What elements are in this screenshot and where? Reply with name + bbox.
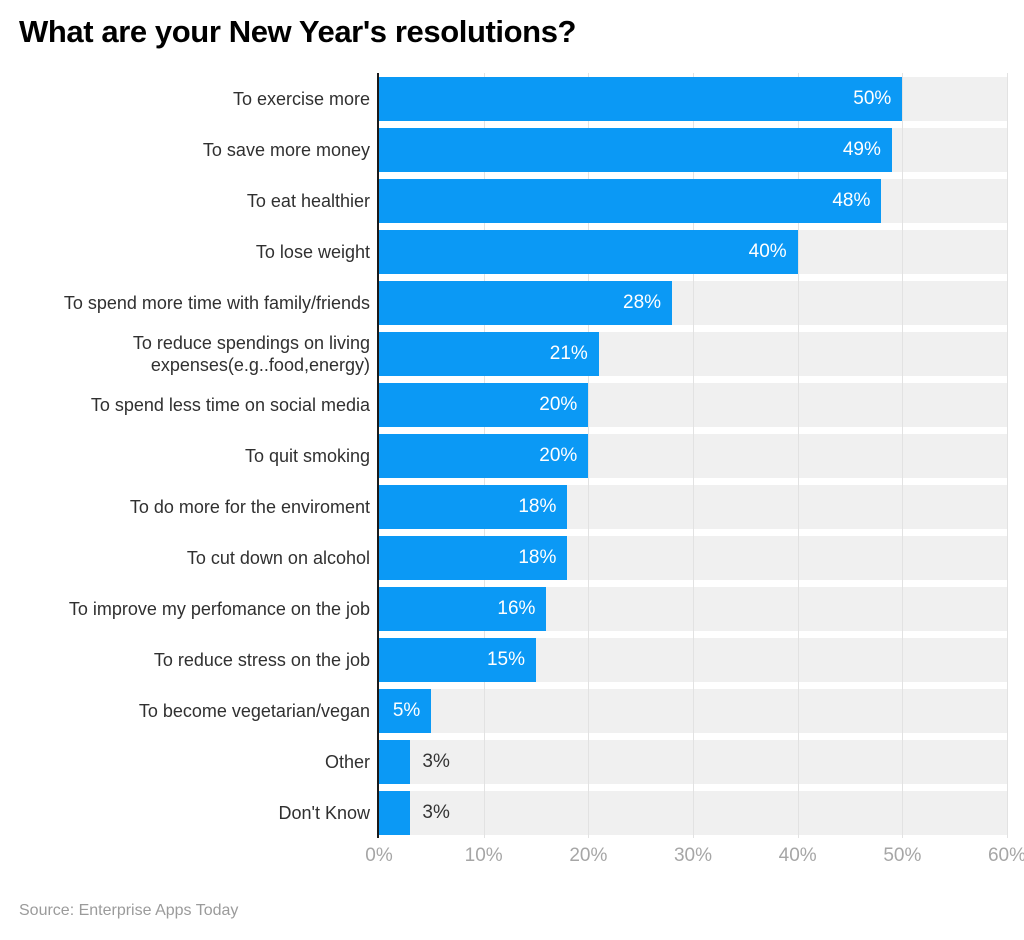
- value-label: 50%: [853, 88, 892, 109]
- x-tick-label: 50%: [883, 845, 922, 866]
- category-label: Don't Know: [278, 802, 371, 823]
- gridline: [797, 73, 799, 838]
- plot-area: To exercise more 50% To save more money 49%…: [64, 73, 1008, 838]
- bar: 20%: [379, 383, 589, 427]
- chart-row: To save more money 49%: [203, 124, 1007, 175]
- bar: 40%: [379, 230, 798, 274]
- category-label: To reduce stress on the job: [153, 649, 370, 670]
- value-label: 20%: [539, 445, 578, 466]
- category-label: To cut down on alcohol: [186, 547, 370, 568]
- value-label: 21%: [549, 343, 588, 364]
- category-label: To become vegetarian/vegan: [138, 700, 370, 721]
- x-tick-label: 60%: [987, 845, 1024, 866]
- gridline: [693, 73, 694, 838]
- bar: 15%: [379, 638, 536, 682]
- bar: 18%: [379, 485, 568, 529]
- value-label: 3%: [422, 801, 450, 823]
- x-tick-label: 10%: [464, 845, 503, 866]
- gridline: [902, 73, 904, 838]
- y-axis-line: [377, 73, 379, 838]
- value-label: 3%: [422, 750, 450, 772]
- value-label: 48%: [832, 190, 871, 211]
- chart-row: To eat healthier 48%: [247, 175, 1007, 226]
- gridline: [588, 73, 590, 838]
- value-label: 28%: [623, 292, 662, 313]
- x-tick-label: 0%: [365, 845, 393, 866]
- value-label: 16%: [497, 598, 536, 619]
- category-label: To spend less time on social media: [90, 394, 370, 415]
- bar: 20%: [379, 434, 589, 478]
- category-label: To save more money: [202, 139, 370, 160]
- bar: 50%: [379, 77, 903, 121]
- bar: 16%: [379, 587, 547, 631]
- value-label: 18%: [518, 547, 557, 568]
- value-label: 5%: [392, 700, 421, 721]
- bar: 21%: [379, 332, 599, 376]
- x-tick-label: 20%: [569, 845, 608, 866]
- x-axis: 0% 10% 20% 30% 40% 50% 60%: [365, 845, 1024, 869]
- bar: [379, 791, 411, 835]
- gridline: [1007, 73, 1008, 838]
- bar: 5%: [379, 689, 432, 733]
- value-label: 40%: [748, 241, 787, 262]
- category-label: To lose weight: [255, 241, 370, 262]
- chart-row: To exercise more 50%: [233, 73, 1007, 124]
- source-credit: Source: Enterprise Apps Today: [19, 902, 239, 919]
- chart-title: What are your New Year's resolutions?: [19, 14, 577, 49]
- value-label: 49%: [842, 139, 881, 160]
- x-tick-label: 30%: [673, 845, 713, 866]
- category-label: To reduce spendings on living expenses(e…: [132, 332, 370, 375]
- bar: 18%: [379, 536, 568, 580]
- category-label: To quit smoking: [244, 445, 370, 466]
- bar: 49%: [379, 128, 892, 172]
- category-label: To improve my perfomance on the job: [68, 598, 370, 619]
- category-label: To eat healthier: [246, 190, 370, 211]
- bar: 48%: [379, 179, 882, 223]
- category-label: To do more for the enviroment: [129, 496, 370, 517]
- category-label: Other: [324, 751, 370, 772]
- value-label: 20%: [539, 394, 578, 415]
- x-tick-label: 40%: [778, 845, 817, 866]
- category-label: To exercise more: [232, 88, 370, 109]
- value-label: 15%: [486, 649, 525, 670]
- category-label: To spend more time with family/friends: [63, 292, 370, 313]
- value-label: 18%: [518, 496, 557, 517]
- bar: 28%: [379, 281, 673, 325]
- bar: [379, 740, 411, 784]
- chart-row: To lose weight 40%: [256, 226, 1007, 277]
